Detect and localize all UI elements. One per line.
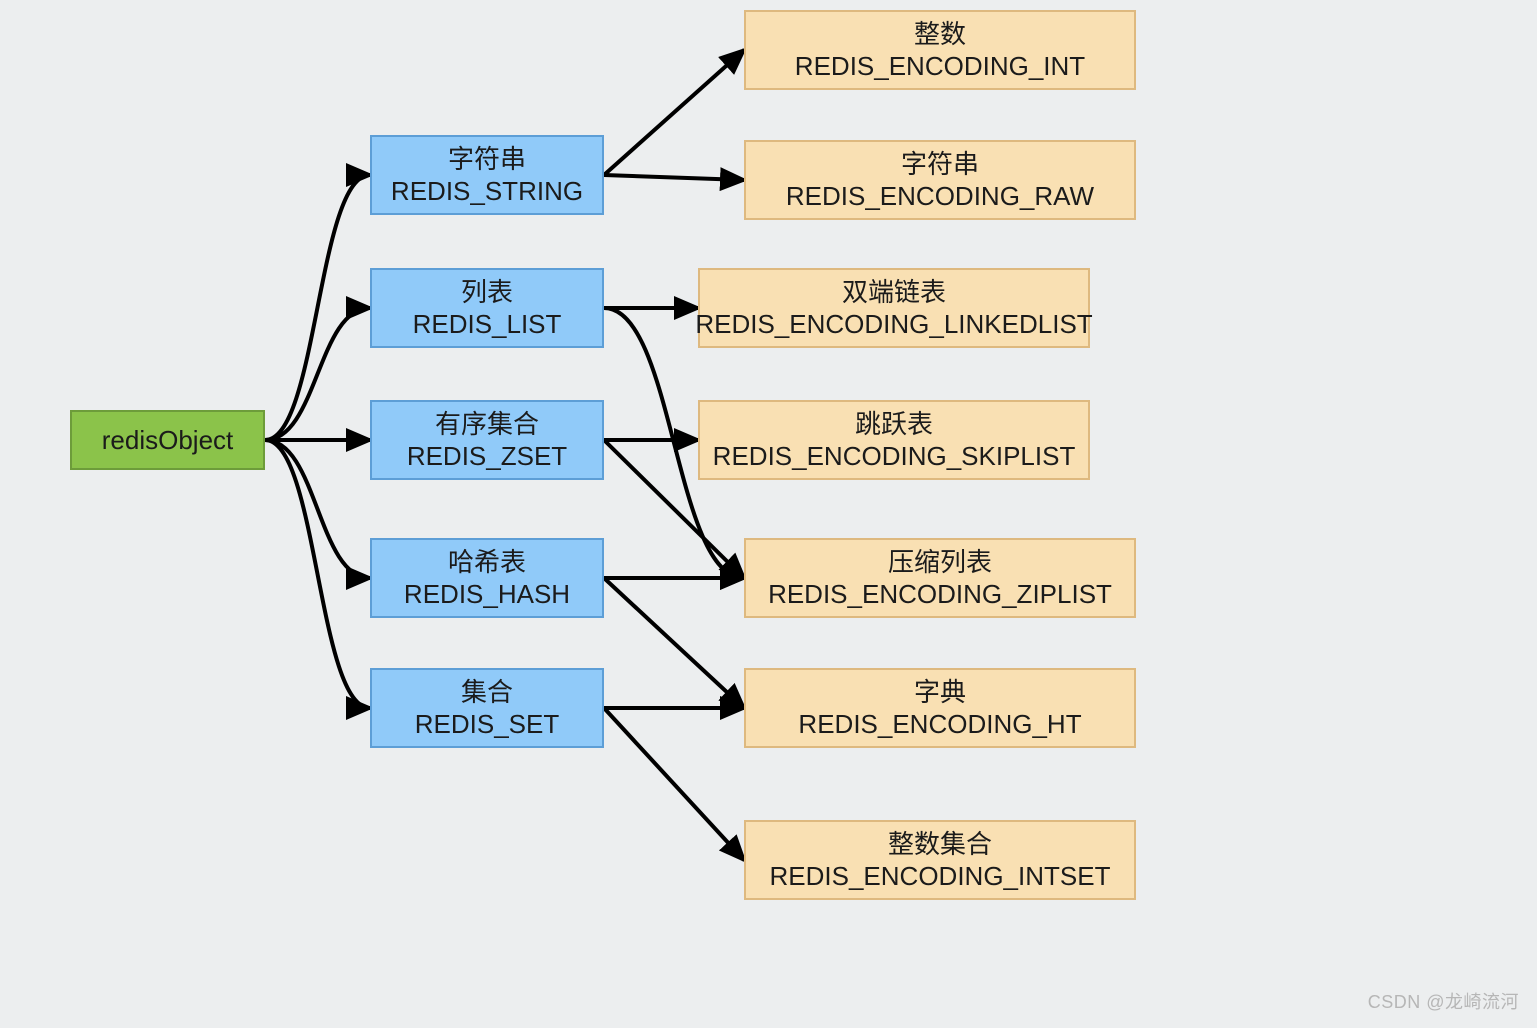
enc-title: 字典: [914, 676, 966, 709]
enc-title: 双端链表: [842, 276, 946, 309]
node-enc-intset: 整数集合 REDIS_ENCODING_INTSET: [744, 820, 1136, 900]
node-enc-raw: 字符串 REDIS_ENCODING_RAW: [744, 140, 1136, 220]
type-title: 集合: [461, 676, 513, 709]
enc-sub: REDIS_ENCODING_INTSET: [770, 860, 1111, 893]
type-sub: REDIS_HASH: [404, 578, 570, 611]
edge-root-set: [265, 440, 370, 708]
node-enc-linkedlist: 双端链表 REDIS_ENCODING_LINKEDLIST: [698, 268, 1090, 348]
type-title: 有序集合: [435, 408, 539, 441]
enc-title: 整数集合: [888, 828, 992, 861]
enc-title: 字符串: [901, 148, 979, 181]
enc-title: 整数: [914, 18, 966, 51]
enc-sub: REDIS_ENCODING_RAW: [786, 180, 1094, 213]
node-type-set: 集合 REDIS_SET: [370, 668, 604, 748]
enc-title: 跳跃表: [855, 408, 933, 441]
edge-set-intset: [604, 708, 744, 860]
edge-string-int: [604, 50, 744, 175]
edge-hash-ht: [604, 578, 744, 708]
edge-root-hash: [265, 440, 370, 578]
enc-sub: REDIS_ENCODING_SKIPLIST: [713, 440, 1076, 473]
node-enc-int: 整数 REDIS_ENCODING_INT: [744, 10, 1136, 90]
type-title: 哈希表: [448, 546, 526, 579]
type-sub: REDIS_STRING: [391, 175, 583, 208]
edge-root-list: [265, 308, 370, 440]
node-enc-ziplist: 压缩列表 REDIS_ENCODING_ZIPLIST: [744, 538, 1136, 618]
enc-title: 压缩列表: [888, 546, 992, 579]
type-title: 字符串: [448, 143, 526, 176]
enc-sub: REDIS_ENCODING_ZIPLIST: [768, 578, 1112, 611]
edge-root-string: [265, 175, 370, 440]
node-enc-ht: 字典 REDIS_ENCODING_HT: [744, 668, 1136, 748]
edge-string-raw: [604, 175, 744, 180]
enc-sub: REDIS_ENCODING_HT: [798, 708, 1081, 741]
node-enc-skiplist: 跳跃表 REDIS_ENCODING_SKIPLIST: [698, 400, 1090, 480]
node-type-string: 字符串 REDIS_STRING: [370, 135, 604, 215]
node-type-list: 列表 REDIS_LIST: [370, 268, 604, 348]
node-root: redisObject: [70, 410, 265, 470]
node-type-zset: 有序集合 REDIS_ZSET: [370, 400, 604, 480]
root-label: redisObject: [102, 424, 234, 457]
type-sub: REDIS_SET: [415, 708, 560, 741]
type-title: 列表: [461, 276, 513, 309]
type-sub: REDIS_LIST: [413, 308, 562, 341]
type-sub: REDIS_ZSET: [407, 440, 567, 473]
watermark-text: CSDN @龙崎流河: [1368, 988, 1519, 1014]
node-type-hash: 哈希表 REDIS_HASH: [370, 538, 604, 618]
enc-sub: REDIS_ENCODING_LINKEDLIST: [695, 308, 1092, 341]
enc-sub: REDIS_ENCODING_INT: [795, 50, 1085, 83]
